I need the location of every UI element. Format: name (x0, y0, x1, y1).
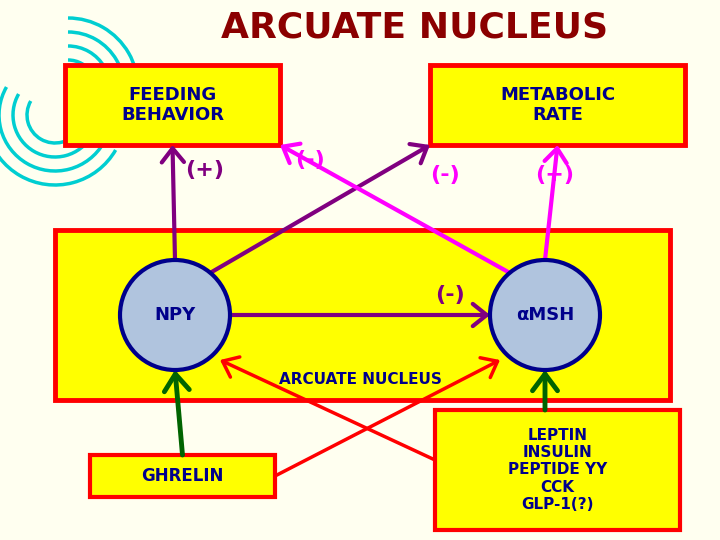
Text: (-): (-) (430, 165, 460, 185)
FancyBboxPatch shape (55, 230, 670, 400)
Text: ARCUATE NUCLEUS: ARCUATE NUCLEUS (279, 373, 441, 388)
Text: NPY: NPY (154, 306, 196, 324)
FancyBboxPatch shape (65, 65, 280, 145)
Circle shape (490, 260, 600, 370)
Text: LEPTIN
INSULIN
PEPTIDE YY
CCK
GLP-1(?): LEPTIN INSULIN PEPTIDE YY CCK GLP-1(?) (508, 428, 607, 512)
Text: METABOLIC
RATE: METABOLIC RATE (500, 86, 615, 124)
Text: (+): (+) (536, 165, 575, 185)
FancyBboxPatch shape (435, 410, 680, 530)
Text: αMSH: αMSH (516, 306, 574, 324)
Circle shape (120, 260, 230, 370)
FancyBboxPatch shape (430, 65, 685, 145)
Text: (+): (+) (186, 160, 225, 180)
Text: ARCUATE NUCLEUS: ARCUATE NUCLEUS (222, 11, 608, 45)
Text: FEEDING
BEHAVIOR: FEEDING BEHAVIOR (121, 86, 224, 124)
Text: (-): (-) (295, 150, 325, 170)
FancyBboxPatch shape (90, 455, 275, 497)
Text: GHRELIN: GHRELIN (141, 467, 224, 485)
Text: (-): (-) (435, 285, 465, 305)
